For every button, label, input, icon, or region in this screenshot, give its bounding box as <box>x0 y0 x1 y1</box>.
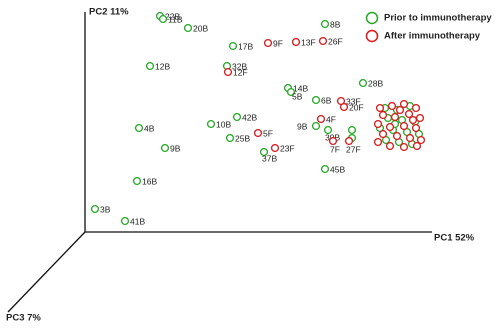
point-label: 17B <box>238 41 253 51</box>
point <box>387 101 397 111</box>
point-label: 28B <box>368 78 383 88</box>
point-label: 45B <box>330 164 345 174</box>
point-label: 9B <box>170 143 181 153</box>
point-label: 3B <box>100 204 111 214</box>
point-label: 9F <box>273 38 283 48</box>
point <box>373 137 383 147</box>
point-label: 26F <box>328 36 343 46</box>
point <box>378 129 388 139</box>
point <box>416 135 426 145</box>
legend-text: Prior to immunotherapy <box>384 13 492 24</box>
point-label: 20F <box>349 102 364 112</box>
point-label: 12B <box>155 61 170 71</box>
point <box>385 141 395 151</box>
legend-marker <box>365 11 379 25</box>
point <box>320 19 330 29</box>
point <box>378 110 388 120</box>
x-axis-title: PC1 52% <box>434 233 475 244</box>
point-label: 11B <box>168 14 183 24</box>
point <box>160 143 170 153</box>
point <box>134 123 144 133</box>
point <box>183 23 193 33</box>
point-label: 14B <box>293 83 308 93</box>
point-label: 37B <box>262 153 277 163</box>
point <box>399 142 409 152</box>
point <box>259 147 269 157</box>
point-label: 4F <box>326 114 336 124</box>
point <box>263 38 273 48</box>
point-label: 23F <box>280 143 295 153</box>
point <box>399 121 409 131</box>
point <box>120 216 130 226</box>
point <box>270 143 280 153</box>
point <box>404 109 414 119</box>
point <box>225 133 235 143</box>
point <box>311 121 321 131</box>
point <box>412 141 422 151</box>
point <box>392 131 402 141</box>
point <box>318 36 328 46</box>
point-label: 32B <box>232 61 247 71</box>
point-label: 10B <box>216 119 231 129</box>
point <box>399 99 409 109</box>
point <box>90 204 100 214</box>
point-label: 4B <box>144 123 155 133</box>
point <box>253 128 263 138</box>
legend: Prior to immunotherapy After immunotherap… <box>365 11 492 43</box>
pc3-axis <box>7 231 86 313</box>
axes <box>7 12 432 313</box>
point <box>344 136 354 146</box>
point-label: 12F <box>233 67 248 77</box>
point-label: 20B <box>193 23 208 33</box>
point-label: 8B <box>330 19 341 29</box>
point-label: 41B <box>130 216 145 226</box>
point-label: 5F <box>263 128 273 138</box>
point <box>232 112 242 122</box>
point <box>411 103 421 113</box>
point <box>373 119 383 129</box>
point-label: 22B <box>165 11 180 21</box>
point <box>385 122 395 132</box>
point <box>320 164 330 174</box>
point <box>291 37 301 47</box>
point <box>311 95 321 105</box>
point <box>316 114 326 124</box>
point-label: 33F <box>346 96 361 106</box>
point <box>411 123 421 133</box>
point <box>132 176 142 186</box>
point <box>339 102 349 112</box>
point <box>390 112 400 122</box>
point <box>323 125 333 135</box>
point-label: 6B <box>321 95 332 105</box>
legend-marker <box>365 29 379 43</box>
point <box>145 61 155 71</box>
point <box>223 67 233 77</box>
point <box>358 78 368 88</box>
point <box>286 87 296 97</box>
point-label: 7F <box>330 144 340 154</box>
point-label: 25B <box>235 133 250 143</box>
point <box>415 113 425 123</box>
point <box>328 136 338 146</box>
point <box>408 115 418 125</box>
point-label: 5B <box>292 91 303 101</box>
y-axis-title: PC2 11% <box>89 7 129 18</box>
point <box>347 125 357 135</box>
point <box>375 103 385 113</box>
point-label: 42B <box>242 112 257 122</box>
point-label: 13F <box>301 37 316 47</box>
z-axis-title: PC3 7% <box>6 313 41 324</box>
point <box>228 41 238 51</box>
point-label: 9B <box>297 121 308 131</box>
point <box>158 14 168 24</box>
point <box>206 119 216 129</box>
legend-text: After immunotherapy <box>384 31 481 42</box>
point-label: 16B <box>142 176 157 186</box>
point <box>405 133 415 143</box>
point-label: 27F <box>346 144 361 154</box>
point <box>395 105 405 115</box>
